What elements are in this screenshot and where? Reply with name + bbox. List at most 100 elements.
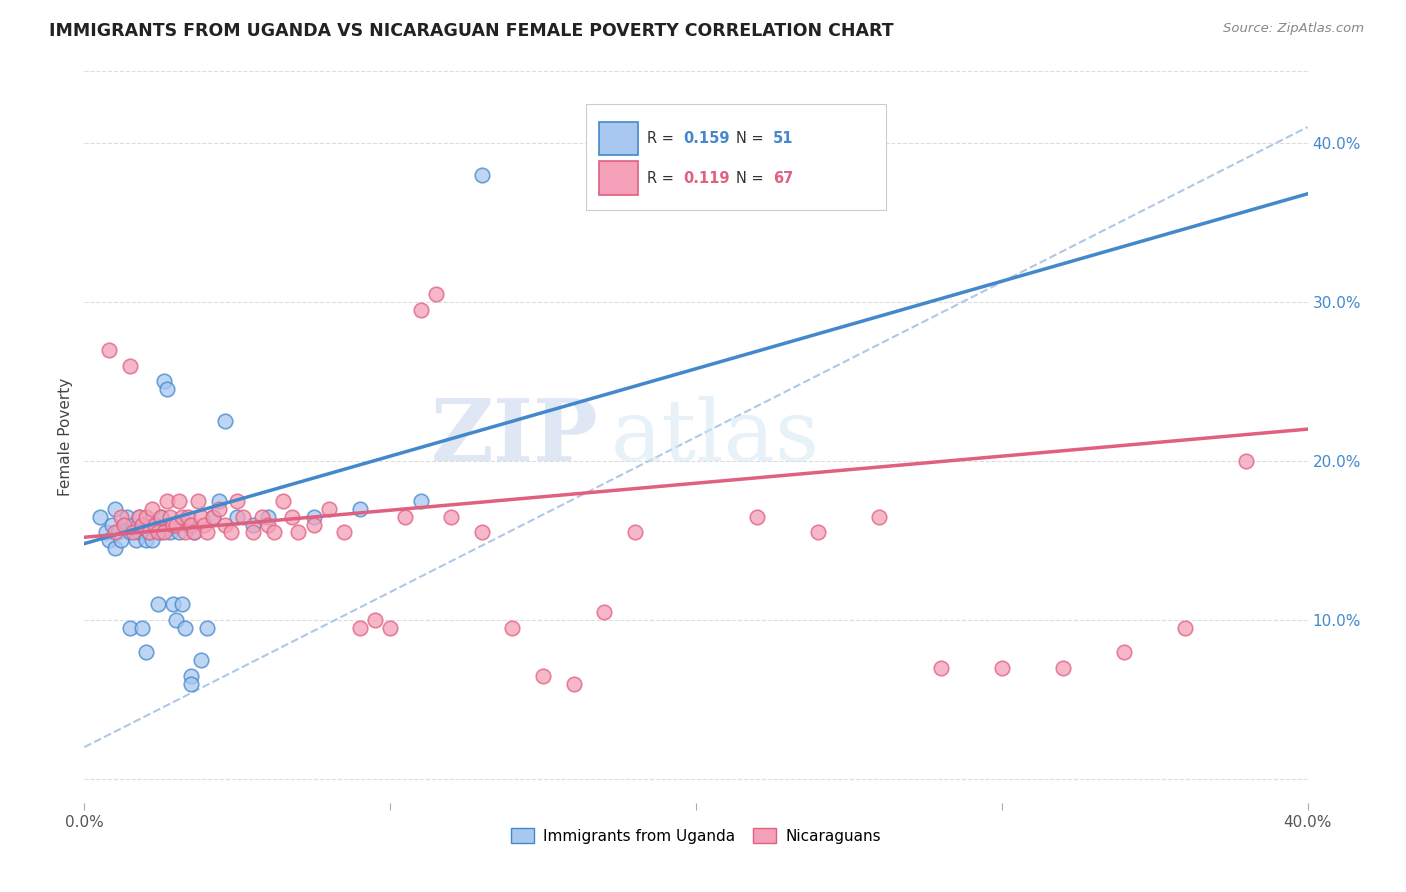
Point [165, 517, 187, 532]
Point [180, 517, 202, 532]
Point [165, 613, 187, 627]
Point [991, 660, 1014, 674]
Point [143, 517, 166, 532]
Point [138, 525, 160, 540]
Point [1114, 645, 1136, 659]
Point [177, 517, 200, 532]
Point [471, 168, 494, 182]
Point [257, 517, 280, 532]
Point [226, 509, 249, 524]
Point [172, 509, 194, 524]
Point [135, 533, 157, 548]
Text: 51: 51 [773, 131, 793, 146]
Point [112, 517, 135, 532]
Point [281, 509, 304, 524]
Point [156, 383, 179, 397]
Text: atlas: atlas [610, 395, 820, 479]
Point [425, 287, 447, 301]
Point [149, 509, 172, 524]
Point [440, 509, 463, 524]
Point [94, 525, 117, 540]
Point [89, 509, 111, 524]
Point [107, 525, 129, 540]
FancyBboxPatch shape [586, 104, 886, 211]
Point [174, 621, 197, 635]
Point [257, 509, 280, 524]
Point [333, 525, 356, 540]
Point [162, 597, 184, 611]
Point [159, 525, 181, 540]
Point [120, 359, 142, 373]
Point [110, 509, 132, 524]
Point [807, 525, 830, 540]
Point [302, 517, 325, 532]
Point [869, 509, 891, 524]
Point [409, 302, 432, 317]
Point [143, 517, 166, 532]
Point [141, 517, 163, 532]
Point [138, 525, 160, 540]
Point [128, 509, 150, 524]
Point [180, 676, 202, 690]
Point [97, 343, 120, 357]
Point [141, 501, 163, 516]
Y-axis label: Female Poverty: Female Poverty [58, 378, 73, 496]
Point [250, 509, 273, 524]
Point [219, 525, 242, 540]
Point [318, 501, 340, 516]
Point [271, 493, 294, 508]
Point [172, 597, 194, 611]
Point [101, 517, 124, 532]
Point [146, 525, 169, 540]
Point [125, 533, 148, 548]
Point [502, 621, 524, 635]
Point [201, 509, 224, 524]
Point [104, 501, 127, 516]
Point [174, 525, 197, 540]
Text: N =: N = [737, 170, 769, 186]
Point [167, 525, 190, 540]
Point [112, 517, 135, 532]
Point [104, 525, 127, 540]
Text: Source: ZipAtlas.com: Source: ZipAtlas.com [1223, 22, 1364, 36]
Point [1236, 454, 1258, 468]
Point [122, 525, 145, 540]
Point [110, 533, 132, 548]
Point [232, 509, 254, 524]
Point [1174, 621, 1197, 635]
Point [149, 525, 172, 540]
Point [263, 525, 285, 540]
Point [593, 605, 616, 619]
FancyBboxPatch shape [599, 122, 638, 155]
Point [471, 525, 494, 540]
Point [214, 414, 236, 428]
Point [183, 525, 205, 540]
Point [167, 493, 190, 508]
Text: 0.159: 0.159 [683, 131, 730, 146]
Point [122, 517, 145, 532]
Point [131, 517, 153, 532]
Point [747, 509, 769, 524]
Point [153, 375, 176, 389]
Point [287, 525, 309, 540]
Point [131, 621, 153, 635]
Point [562, 676, 585, 690]
Point [193, 517, 215, 532]
Point [226, 493, 249, 508]
Text: N =: N = [737, 131, 769, 146]
Point [153, 525, 176, 540]
Point [177, 509, 200, 524]
Point [146, 597, 169, 611]
Text: R =: R = [647, 170, 679, 186]
Point [104, 541, 127, 556]
Point [115, 509, 138, 524]
Point [190, 509, 212, 524]
Point [214, 517, 236, 532]
Point [120, 525, 142, 540]
Point [195, 621, 218, 635]
Point [364, 613, 387, 627]
Point [186, 493, 208, 508]
Point [183, 525, 205, 540]
Point [929, 660, 952, 674]
Point [135, 509, 157, 524]
